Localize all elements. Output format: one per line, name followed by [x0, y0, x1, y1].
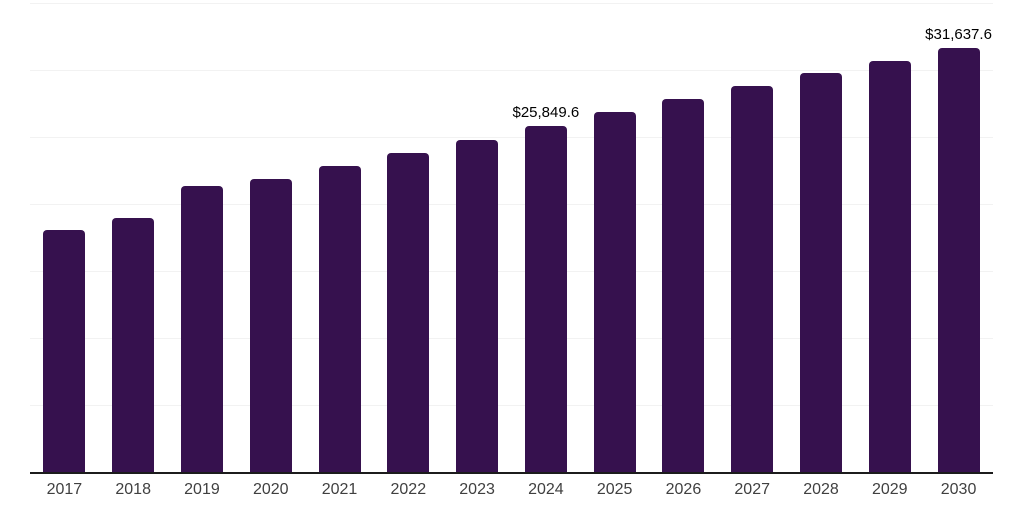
bar-slot-2022 — [374, 3, 443, 472]
bar-slot-2030: $31,637.6 — [924, 3, 993, 472]
x-tick-label-2026: 2026 — [665, 481, 702, 498]
x-tick-label-2024: 2024 — [528, 481, 564, 498]
value-label-2030: $31,637.6 — [925, 26, 992, 44]
bar-2023 — [456, 140, 499, 472]
bar-slot-2019 — [168, 3, 237, 472]
bar-2025 — [593, 112, 636, 472]
bar-2029 — [868, 60, 911, 472]
bar-slot-2029 — [855, 3, 924, 472]
x-tick-label-2030: 2030 — [940, 481, 977, 498]
bar-slot-2028 — [787, 3, 856, 472]
grid-line — [30, 271, 993, 272]
plot-area: $25,849.6 $31,637.6 — [30, 3, 993, 474]
bars-container: $25,849.6 $31,637.6 — [30, 3, 993, 472]
x-tick-label-2021: 2021 — [321, 481, 358, 498]
x-tick-label-2023: 2023 — [459, 481, 495, 498]
bar-slot-2026 — [649, 3, 718, 472]
x-tick-label-2027: 2027 — [734, 481, 770, 498]
x-tick-label-2020: 2020 — [252, 481, 289, 498]
bar-2018 — [112, 218, 155, 472]
x-tick-label-2017: 2017 — [46, 481, 83, 498]
bar-2024 — [524, 125, 567, 472]
bar-2028 — [799, 73, 842, 472]
grid-line — [30, 137, 993, 138]
x-tick-label-2018: 2018 — [115, 481, 151, 498]
grid-line — [30, 70, 993, 71]
bar-2026 — [662, 99, 705, 472]
x-tick-label-2022: 2022 — [390, 481, 427, 498]
bar-2021 — [318, 165, 361, 472]
value-label-2024: $25,849.6 — [512, 103, 580, 121]
grid-line — [30, 405, 993, 406]
bar-slot-2017 — [30, 3, 99, 472]
bar-slot-2021 — [305, 3, 374, 472]
bar-2022 — [387, 153, 430, 472]
bar-slot-2020 — [236, 3, 305, 472]
x-tick-label-2019: 2019 — [184, 481, 220, 498]
x-tick-label-2029: 2029 — [871, 481, 908, 498]
bar-slot-2027 — [718, 3, 787, 472]
bar-2017 — [43, 229, 86, 472]
bar-2020 — [249, 178, 292, 472]
x-tick-label-2028: 2028 — [803, 481, 839, 498]
bar-slot-2025 — [580, 3, 649, 472]
x-axis-labels: 2017 2018 2019 2020 2021 2022 2023 2024 2025 2026… — [30, 481, 993, 499]
bar-2019 — [180, 186, 223, 472]
grid-line — [30, 3, 993, 4]
x-tick-label-2025: 2025 — [596, 481, 633, 498]
grid-line — [30, 204, 993, 205]
bar-2030 — [937, 48, 980, 472]
grid-line — [30, 338, 993, 339]
bar-slot-2024: $25,849.6 — [511, 3, 580, 472]
bar-slot-2018 — [99, 3, 168, 472]
bar-2027 — [731, 85, 774, 472]
bar-slot-2023 — [443, 3, 512, 472]
